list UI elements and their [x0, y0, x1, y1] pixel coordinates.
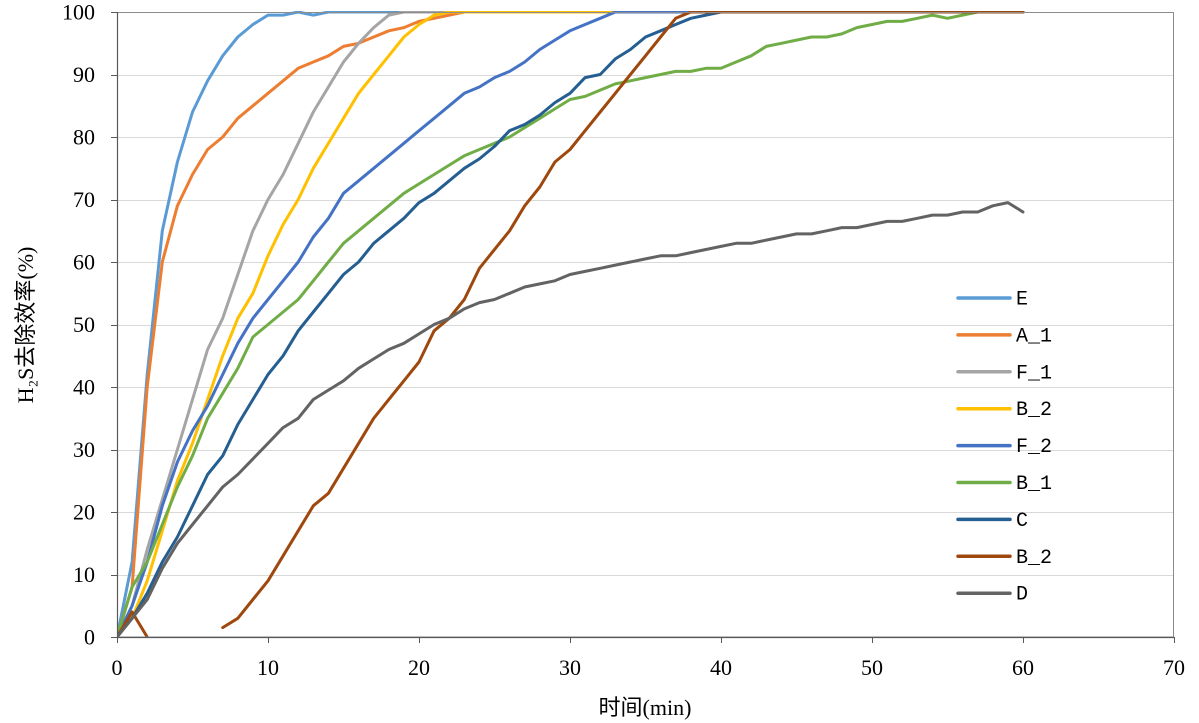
x-axis-title: 时间(min) — [599, 695, 692, 720]
y-tick-label: 80 — [73, 125, 95, 150]
y-tick-label: 40 — [73, 375, 95, 400]
y-tick-label: 20 — [73, 500, 95, 525]
legend-label: E — [1016, 289, 1028, 312]
legend-item-1-e: E — [956, 289, 1028, 312]
x-tick-label: 20 — [408, 655, 430, 680]
legend-item-3-f-1: F_1 — [956, 362, 1052, 385]
y-tick-label: 70 — [73, 187, 95, 212]
legend-item-6-b-1: B_1 — [956, 473, 1052, 496]
legend-label: B_2 — [1016, 547, 1052, 570]
y-tick-label: 30 — [73, 437, 95, 462]
x-tick-label: 50 — [861, 655, 883, 680]
legend-label: F_1 — [1016, 362, 1052, 385]
x-tick-label: 10 — [257, 655, 279, 680]
legend-item-7-c: C — [956, 510, 1028, 533]
y-tick-label: 100 — [62, 0, 95, 25]
x-tick-label: 30 — [559, 655, 581, 680]
legend-label: D — [1016, 584, 1028, 607]
y-tick-label: 50 — [73, 312, 95, 337]
axes: 0 10 20 30 40 50 60 70 0 10 20 30 40 50 60 70 80 90 100 — [62, 0, 1185, 680]
legend-label: C — [1016, 510, 1028, 533]
y-tick-label: 90 — [73, 62, 95, 87]
legend-item-4-b-2: B_2 — [956, 399, 1052, 422]
y-axis-title: H₂S去除效率(%) — [13, 247, 38, 404]
legend-label: A_1 — [1016, 325, 1052, 348]
x-tick-label: 0 — [112, 655, 123, 680]
x-tick-label: 40 — [710, 655, 732, 680]
legend-item-8-b-2: B_2 — [956, 547, 1052, 570]
gridlines — [117, 75, 1174, 576]
y-tick-label: 10 — [73, 562, 95, 587]
legend-item-2-a-1: A_1 — [956, 325, 1052, 348]
series-line-6-b-1 — [117, 11, 1025, 638]
legend-label: B_1 — [1016, 473, 1052, 496]
x-tick-label: 60 — [1012, 655, 1034, 680]
legend: E A_1 F_1 B_2 F_2 B_1 C B_2 D — [956, 289, 1052, 607]
y-tick-label: 60 — [73, 250, 95, 275]
legend-item-9-d: D — [956, 584, 1028, 607]
series-line-9-d — [117, 201, 1025, 638]
y-tick-label: 0 — [84, 625, 95, 650]
legend-label: B_2 — [1016, 399, 1052, 422]
legend-label: F_2 — [1016, 436, 1052, 459]
x-tick-label: 70 — [1163, 655, 1185, 680]
legend-item-5-f-2: F_2 — [956, 436, 1052, 459]
